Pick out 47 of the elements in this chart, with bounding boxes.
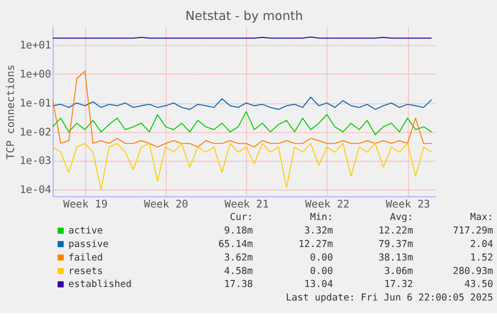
text: 13.04: [304, 279, 334, 290]
text: 38.13m: [378, 252, 414, 264]
x-tick-label: Week 21: [224, 198, 269, 210]
text: 79.37m: [378, 238, 414, 250]
legend-label: resets: [68, 266, 103, 277]
text: 17.38: [224, 279, 254, 290]
y-tick-label: 1e-02: [20, 126, 52, 138]
line-series: [52, 142, 432, 190]
text: Avg:: [390, 212, 414, 224]
x-tick-label: Week 20: [144, 198, 188, 210]
text: Max:: [470, 212, 494, 224]
legend-label: active: [68, 226, 104, 237]
text: 4.58m: [224, 266, 254, 277]
x-tick-label: Week 19: [63, 198, 108, 210]
text: 0.00: [310, 266, 334, 277]
y-tick-label: 1e-03: [20, 155, 52, 168]
y-tick-label: 1e-04: [20, 184, 52, 196]
text: 2.04: [470, 238, 494, 250]
text: 3.62m: [224, 252, 254, 264]
legend-label: passive: [68, 238, 109, 250]
text: 1.52: [470, 252, 494, 264]
line-series: [52, 111, 432, 136]
text: 12.27m: [298, 238, 334, 250]
text: 17.32: [384, 279, 414, 290]
line-series: [52, 96, 432, 110]
y-tick-label: 1e+00: [20, 68, 52, 80]
chart-title: Netstat - by month: [185, 8, 304, 24]
text: 3.32m: [304, 226, 334, 237]
text: 65.14m: [218, 238, 254, 250]
text: 12.22m: [378, 226, 414, 237]
y-tick-label: 1e+01: [20, 39, 52, 52]
text: Cur:: [230, 212, 253, 224]
x-tick-label: Week 22: [305, 198, 350, 210]
text: 0.00: [310, 252, 334, 264]
text: 280.93m: [452, 266, 494, 277]
legend-label: failed: [68, 252, 103, 264]
legend-label: established: [68, 279, 132, 290]
text: 717.29m: [452, 226, 494, 237]
text: 9.18m: [224, 226, 254, 237]
y-axis-title: TCP connections: [4, 64, 17, 160]
y-tick-label: 1e-01: [20, 97, 52, 110]
text: Last update: Fri Jun 6 22:00:05 2025: [286, 292, 494, 304]
text: Min:: [310, 212, 333, 224]
x-tick-label: Week 23: [386, 198, 430, 210]
text: 43.50: [464, 279, 494, 290]
text: 3.06m: [384, 266, 414, 277]
line-series: [52, 70, 432, 148]
